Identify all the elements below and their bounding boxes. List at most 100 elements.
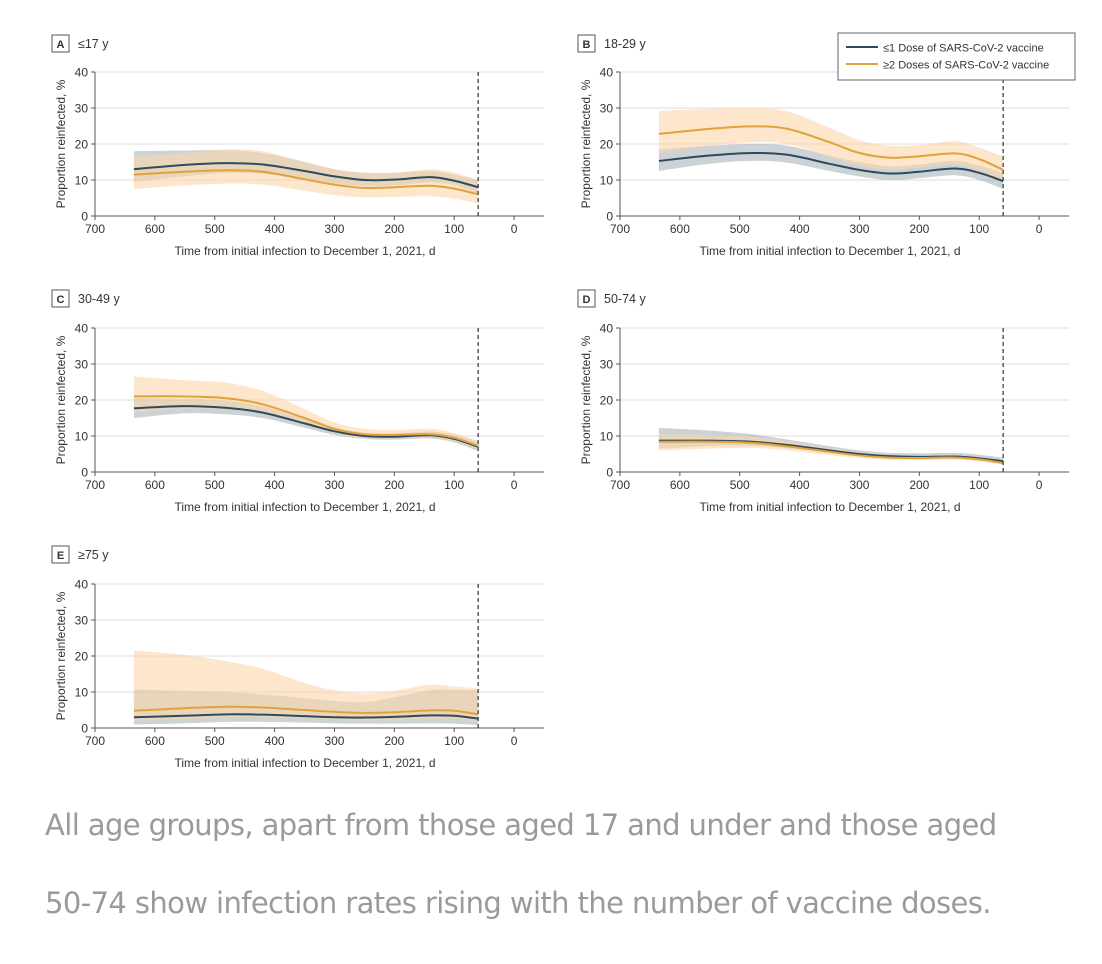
caption-line-2: 50-74 show infection rates rising with t… <box>45 886 992 920</box>
caption-line-1: All age groups, apart from those aged 17… <box>45 808 997 842</box>
y-tick-label: 20 <box>75 650 89 664</box>
y-tick-label: 30 <box>75 358 89 372</box>
y-tick-label: 10 <box>75 174 89 188</box>
x-tick-label: 600 <box>145 734 165 748</box>
x-tick-label: 300 <box>324 734 344 748</box>
x-tick-label: 700 <box>85 478 105 492</box>
x-tick-label: 500 <box>205 222 225 236</box>
panel-title: 50-74 y <box>604 292 646 306</box>
panel-a: A ≤17 y 0 10 20 30 40 700 600 500 400 300 200 100 0 Tim… <box>51 34 544 258</box>
x-tick-label: 300 <box>849 478 869 492</box>
y-tick-label: 20 <box>600 394 614 408</box>
y-tick-label: 0 <box>606 466 613 480</box>
y-tick-label: 10 <box>600 174 614 188</box>
x-tick-label: 500 <box>730 222 750 236</box>
y-tick-label: 0 <box>606 210 613 224</box>
y-tick-label: 20 <box>75 394 89 408</box>
line-series-2 <box>133 169 479 196</box>
x-tick-label: 300 <box>849 222 869 236</box>
line-series-2 <box>658 440 1004 464</box>
line-series-2 <box>133 705 479 716</box>
x-tick-label: 100 <box>969 222 989 236</box>
x-tick-label: 0 <box>511 478 518 492</box>
legend-entry-1: ≤1 Dose of SARS-CoV-2 vaccine <box>883 43 1044 55</box>
y-tick-label: 20 <box>600 138 614 152</box>
x-tick-label: 300 <box>324 478 344 492</box>
y-tick-label: 40 <box>600 66 614 80</box>
x-tick-label: 600 <box>670 222 690 236</box>
line-series-1 <box>658 151 1004 183</box>
x-tick-label: 500 <box>205 734 225 748</box>
x-tick-label: 600 <box>145 222 165 236</box>
panel-title: ≤17 y <box>78 37 109 51</box>
y-tick-label: 0 <box>81 722 88 736</box>
panel-letter-box <box>577 34 596 53</box>
x-axis-label: Time from initial infection to December … <box>174 244 435 258</box>
x-tick-label: 400 <box>265 734 285 748</box>
x-tick-label: 400 <box>790 222 810 236</box>
x-tick-label: 400 <box>265 222 285 236</box>
y-tick-label: 30 <box>600 358 614 372</box>
x-tick-label: 0 <box>511 222 518 236</box>
y-tick-label: 40 <box>75 578 89 592</box>
x-tick-label: 200 <box>909 478 929 492</box>
x-tick-label: 100 <box>444 734 464 748</box>
panel-c: C 30-49 y 0 10 20 30 40 700 600 500 400 300 200 100 0 T… <box>51 289 544 514</box>
y-tick-label: 0 <box>81 466 88 480</box>
panel-d: D 50-74 y 0 10 20 30 40 700 600 500 400 300 200 100 0 T… <box>577 289 1069 514</box>
legend <box>837 32 1076 81</box>
panel-letter: E <box>57 550 64 562</box>
x-tick-label: 0 <box>511 734 518 748</box>
x-axis-label: Time from initial infection to December … <box>174 500 435 514</box>
x-tick-label: 200 <box>384 222 404 236</box>
x-tick-label: 700 <box>610 222 630 236</box>
y-tick-label: 30 <box>600 102 614 116</box>
x-tick-label: 500 <box>730 478 750 492</box>
x-tick-label: 500 <box>205 478 225 492</box>
y-axis-label: Proportion reinfected, % <box>54 335 68 464</box>
x-tick-label: 300 <box>324 222 344 236</box>
line-series-2 <box>658 125 1004 171</box>
y-tick-label: 0 <box>81 210 88 224</box>
x-tick-label: 0 <box>1036 478 1043 492</box>
panel-letter: D <box>583 294 591 306</box>
panel-e: E ≥75 y 0 10 20 30 40 700 600 500 400 300 200 100 0 Tim… <box>51 545 544 770</box>
y-tick-label: 10 <box>75 430 89 444</box>
x-tick-label: 600 <box>670 478 690 492</box>
y-axis-label: Proportion reinfected, % <box>54 79 68 208</box>
x-axis-label: Time from initial infection to December … <box>174 756 435 770</box>
x-axis-label: Time from initial infection to December … <box>699 244 960 258</box>
ci-band-series-2 <box>658 434 1004 465</box>
x-tick-label: 700 <box>610 478 630 492</box>
x-tick-label: 100 <box>969 478 989 492</box>
panel-letter-box <box>51 545 70 564</box>
y-axis-label: Proportion reinfected, % <box>579 79 593 208</box>
ci-band-series-1 <box>658 143 1004 189</box>
x-tick-label: 200 <box>384 478 404 492</box>
y-tick-label: 20 <box>75 138 89 152</box>
y-tick-label: 30 <box>75 102 89 116</box>
x-tick-label: 0 <box>1036 222 1043 236</box>
y-tick-label: 40 <box>75 66 89 80</box>
x-tick-label: 200 <box>909 222 929 236</box>
line-series-1 <box>133 162 479 189</box>
panel-letter: B <box>583 39 591 51</box>
y-tick-label: 40 <box>75 322 89 336</box>
panel-letter: C <box>57 294 65 306</box>
panel-title: 18-29 y <box>604 37 646 51</box>
y-tick-label: 30 <box>75 614 89 628</box>
x-tick-label: 700 <box>85 734 105 748</box>
panel-title: 30-49 y <box>78 292 120 306</box>
ci-band-series-2 <box>133 650 479 722</box>
y-tick-label: 10 <box>600 430 614 444</box>
x-tick-label: 400 <box>790 478 810 492</box>
x-tick-label: 700 <box>85 222 105 236</box>
x-axis-label: Time from initial infection to December … <box>699 500 960 514</box>
x-tick-label: 100 <box>444 478 464 492</box>
panel-b: B 18-29 y 0 10 20 30 40 700 600 500 400 300 200 100 0 T… <box>577 32 1076 258</box>
x-tick-label: 200 <box>384 734 404 748</box>
y-tick-label: 10 <box>75 686 89 700</box>
panel-letter: A <box>57 39 65 51</box>
x-tick-label: 400 <box>265 478 285 492</box>
